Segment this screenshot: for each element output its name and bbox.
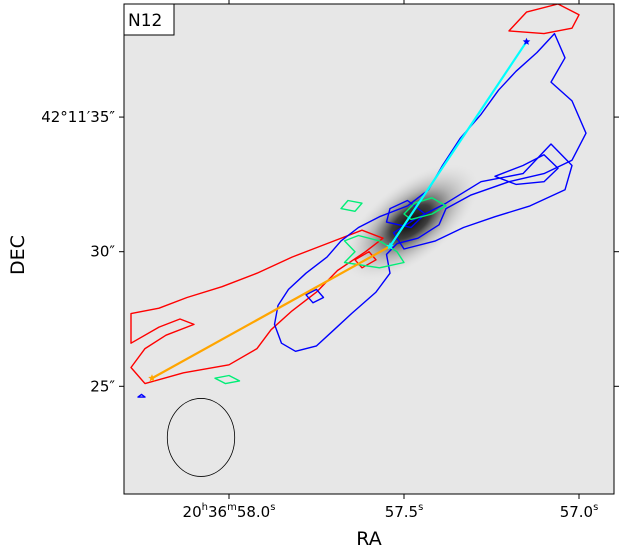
axis-ticks: 20h36m58.0s 57.5s 57.0s 42°11′35″ 30″ 25″ bbox=[41, 0, 619, 521]
green-contour-3 bbox=[340, 199, 363, 213]
y-axis-label: DEC bbox=[7, 235, 29, 275]
red-contour-1 bbox=[130, 229, 384, 385]
green-contour-1 bbox=[343, 234, 405, 269]
cyan-star-marker bbox=[386, 242, 394, 250]
blue-contour-5 bbox=[305, 288, 325, 304]
blue-star-marker bbox=[522, 37, 531, 45]
outflow-axes bbox=[151, 41, 528, 380]
red-contour-2 bbox=[354, 250, 377, 269]
panel-label-box: N12 bbox=[123, 3, 175, 36]
cyan-outflow-axis bbox=[389, 41, 528, 247]
y-tick-label-2: 25″ bbox=[90, 377, 115, 395]
y-tick-label-1: 30″ bbox=[90, 243, 115, 261]
green-contour-2 bbox=[403, 197, 447, 221]
blue-contour-4 bbox=[385, 199, 426, 229]
red-contour-3 bbox=[508, 4, 580, 35]
blue-contour-3 bbox=[494, 154, 559, 186]
blue-contour-2 bbox=[392, 143, 573, 250]
orange-star-marker bbox=[148, 374, 156, 382]
green-contour-4 bbox=[214, 374, 241, 385]
y-tick-label-0: 42°11′35″ bbox=[41, 108, 115, 126]
panel-label: N12 bbox=[128, 11, 162, 31]
beam-ellipse bbox=[166, 398, 236, 477]
blue-contour-6 bbox=[137, 393, 146, 398]
x-tick-label-2: 57.0s bbox=[560, 502, 599, 521]
x-tick-label-0: 20h36m58.0s bbox=[183, 502, 276, 521]
x-axis-label: RA bbox=[356, 528, 381, 550]
contour-layer bbox=[130, 4, 587, 398]
plot-area bbox=[124, 4, 614, 494]
orange-outflow-axis bbox=[151, 245, 391, 380]
markers bbox=[148, 37, 531, 382]
plot-frame bbox=[123, 3, 615, 495]
x-tick-label-1: 57.5s bbox=[385, 502, 424, 521]
